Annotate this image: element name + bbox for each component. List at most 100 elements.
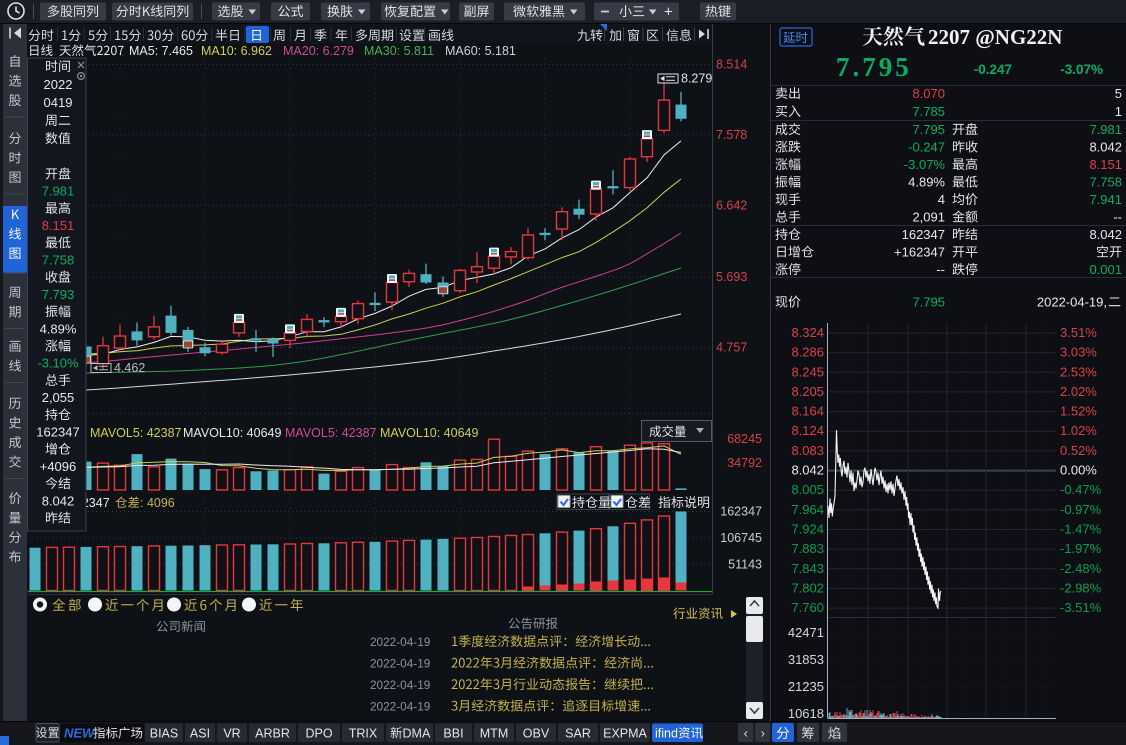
- svg-text:2022-04-19: 2022-04-19: [370, 700, 430, 714]
- svg-text:7.785: 7.785: [912, 104, 945, 119]
- svg-text:MAVOL10: 40649: MAVOL10: 40649: [183, 426, 281, 440]
- svg-text:7.795: 7.795: [836, 52, 912, 82]
- svg-text:+162347: +162347: [894, 245, 945, 260]
- svg-text:4.89%: 4.89%: [908, 175, 945, 190]
- svg-text:DMA: DMA: [403, 727, 431, 741]
- svg-text:8.070: 8.070: [912, 86, 945, 101]
- svg-text:8.124: 8.124: [791, 423, 824, 438]
- svg-text:7.802: 7.802: [791, 581, 824, 596]
- svg-text:7.758: 7.758: [42, 253, 75, 268]
- svg-text:: 4096: : 4096: [140, 496, 175, 510]
- svg-text:-3.07%: -3.07%: [1060, 62, 1103, 77]
- svg-text:OBV: OBV: [523, 727, 550, 741]
- svg-text:ASI: ASI: [190, 727, 210, 741]
- svg-text:-3.07%: -3.07%: [904, 157, 946, 172]
- svg-text:1.52%: 1.52%: [1060, 404, 1097, 419]
- svg-text:MAVOL10: 40649: MAVOL10: 40649: [380, 426, 478, 440]
- svg-text:8.164: 8.164: [791, 404, 824, 419]
- svg-text:2022-04-19: 2022-04-19: [370, 678, 430, 692]
- svg-text:2022-04-19,: 2022-04-19,: [1037, 295, 1107, 310]
- svg-text:BIAS: BIAS: [150, 727, 179, 741]
- svg-text:3.03%: 3.03%: [1060, 345, 1097, 360]
- svg-text:4.462: 4.462: [114, 361, 145, 375]
- svg-text:7.578: 7.578: [716, 128, 747, 142]
- svg-text:+4096: +4096: [40, 459, 77, 474]
- svg-text:2022-04-19: 2022-04-19: [370, 657, 430, 671]
- svg-text:NEW: NEW: [64, 726, 96, 741]
- svg-text:7.981: 7.981: [1089, 122, 1122, 137]
- svg-text:0.00%: 0.00%: [1060, 463, 1097, 478]
- svg-text:2022: 2022: [44, 77, 73, 92]
- svg-text:7.793: 7.793: [42, 287, 75, 302]
- svg-text:8.042: 8.042: [1089, 227, 1122, 242]
- svg-text:-3.51%: -3.51%: [1060, 600, 1102, 615]
- svg-text:3.51%: 3.51%: [1060, 325, 1097, 340]
- svg-text:7.924: 7.924: [791, 522, 824, 537]
- svg-text:MA60: 5.181: MA60: 5.181: [445, 44, 516, 58]
- svg-text:VR: VR: [223, 727, 240, 741]
- svg-text:7.758: 7.758: [1089, 175, 1122, 190]
- svg-text:DPO: DPO: [305, 727, 332, 741]
- svg-text:68245: 68245: [727, 432, 762, 446]
- svg-text:MAVOL5: 42387: MAVOL5: 42387: [90, 426, 182, 440]
- svg-text:106745: 106745: [720, 531, 762, 545]
- svg-text:7.964: 7.964: [791, 502, 824, 517]
- svg-text:8.083: 8.083: [791, 443, 824, 458]
- svg-text:2207 @NG22N: 2207 @NG22N: [928, 25, 1062, 49]
- svg-text:7.843: 7.843: [791, 561, 824, 576]
- svg-text:1: 1: [1115, 104, 1122, 119]
- svg-text:5: 5: [1115, 86, 1122, 101]
- svg-text:‹: ‹: [744, 726, 748, 741]
- svg-text:8.005: 8.005: [791, 482, 824, 497]
- svg-text:SAR: SAR: [565, 727, 591, 741]
- svg-text:+: +: [664, 4, 673, 21]
- svg-text:MA5: 7.465: MA5: 7.465: [129, 44, 193, 58]
- svg-text:MA20: 6.279: MA20: 6.279: [283, 44, 354, 58]
- svg-text:-0.47%: -0.47%: [1060, 482, 1102, 497]
- svg-text:51143: 51143: [728, 558, 762, 572]
- svg-text:7.795: 7.795: [912, 122, 945, 137]
- svg-text:8.042: 8.042: [42, 528, 75, 543]
- svg-text:-0.247: -0.247: [974, 62, 1012, 77]
- svg-text:-2.48%: -2.48%: [1060, 561, 1102, 576]
- svg-text:162347: 162347: [902, 227, 945, 242]
- svg-text:›: ›: [761, 726, 765, 741]
- svg-text:7.760: 7.760: [791, 600, 824, 615]
- svg-text:162347: 162347: [36, 425, 79, 440]
- svg-text:2.02%: 2.02%: [1060, 384, 1097, 399]
- svg-text:MTM: MTM: [480, 727, 508, 741]
- svg-text:4: 4: [938, 192, 945, 207]
- svg-text:8.245: 8.245: [791, 364, 824, 379]
- svg-text:2.53%: 2.53%: [1060, 364, 1097, 379]
- svg-text:8.042: 8.042: [42, 493, 75, 508]
- svg-text:0419: 0419: [44, 95, 73, 110]
- svg-text:8.205: 8.205: [791, 384, 824, 399]
- svg-text:0.001: 0.001: [1089, 262, 1122, 277]
- svg-text:7.981: 7.981: [42, 184, 75, 199]
- svg-text:-0.247: -0.247: [908, 140, 945, 155]
- svg-text:7.795: 7.795: [912, 295, 945, 310]
- svg-text:4.757: 4.757: [716, 341, 747, 355]
- svg-text:2,055: 2,055: [42, 390, 75, 405]
- svg-text:-1.47%: -1.47%: [1060, 522, 1102, 537]
- svg-text:7.941: 7.941: [1089, 192, 1122, 207]
- svg-text:-3.10%: -3.10%: [37, 356, 79, 371]
- svg-text:-0.97%: -0.97%: [1060, 502, 1102, 517]
- svg-text:EXPMA: EXPMA: [603, 727, 647, 741]
- svg-text:8.151: 8.151: [1089, 157, 1122, 172]
- svg-text:MA10: 6.962: MA10: 6.962: [201, 44, 272, 58]
- svg-text:4.89%: 4.89%: [40, 321, 77, 336]
- svg-text:ARBR: ARBR: [255, 727, 290, 741]
- svg-text:8.324: 8.324: [791, 325, 824, 340]
- svg-text:ifind: ifind: [655, 727, 678, 741]
- svg-text:MA30: 5.811: MA30: 5.811: [364, 44, 434, 58]
- svg-text:-2.98%: -2.98%: [1060, 581, 1102, 596]
- svg-text:TRIX: TRIX: [349, 727, 378, 741]
- svg-text:34792: 34792: [727, 456, 762, 470]
- svg-text:-1.97%: -1.97%: [1060, 541, 1102, 556]
- svg-text:BBI: BBI: [443, 727, 463, 741]
- svg-text:2022-04-19: 2022-04-19: [370, 635, 430, 649]
- svg-text:42471: 42471: [788, 625, 824, 640]
- svg-text:10618: 10618: [788, 706, 824, 721]
- svg-text:--: --: [1113, 210, 1122, 225]
